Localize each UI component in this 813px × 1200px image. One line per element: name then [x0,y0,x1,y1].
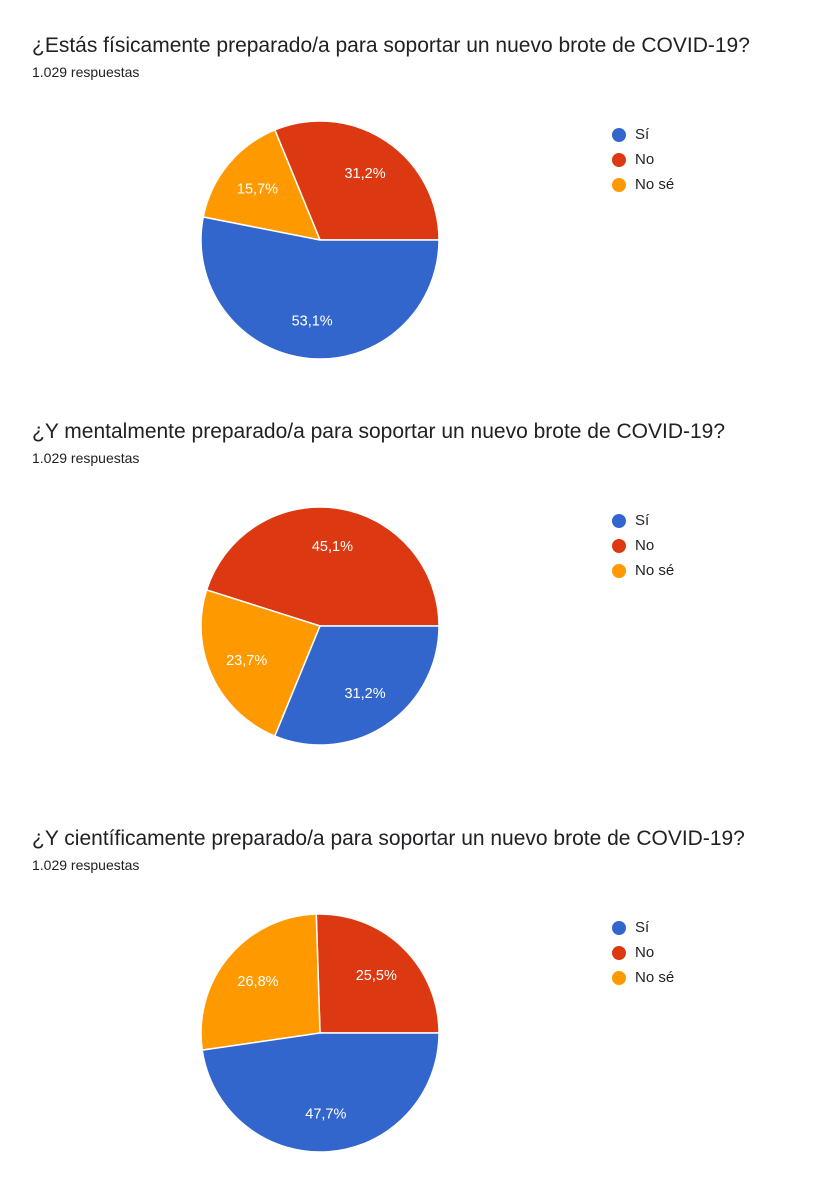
pie-chart: 31,2% 15,7% 53,1% [200,120,440,360]
legend-dot-icon [612,970,626,985]
legend-dot-icon [612,513,626,528]
legend-item-si[interactable]: Sí [612,122,674,147]
legend-dot-icon [612,945,626,960]
slice-label-si: 31,2% [344,686,385,702]
legend-item-no[interactable]: No [612,940,674,965]
chart-title: ¿Y científicamente preparado/a para sopo… [32,827,745,850]
legend-dot-icon [612,563,626,578]
chart-physical: ¿Estás físicamente preparado/a para sopo… [0,0,813,400]
slice-label-no-se: 26,8% [237,974,278,990]
response-count: 1.029 respuestas [32,64,140,80]
legend-item-no[interactable]: No [612,533,674,558]
legend-item-no-se[interactable]: No sé [612,965,674,990]
legend-dot-icon [612,920,626,935]
legend-label: No [635,537,655,554]
legend: Sí No No sé [612,122,674,197]
pie-chart: 45,1% 23,7% 31,2% [200,506,440,746]
slice-si[interactable] [273,625,440,746]
legend-label: No sé [635,562,675,579]
legend-label: No [635,944,655,961]
response-count: 1.029 respuestas [32,857,140,873]
chart-mental: ¿Y mentalmente preparado/a para soportar… [0,386,813,786]
legend-label: No [635,151,655,168]
legend-dot-icon [612,152,626,167]
slice-no[interactable] [205,506,440,627]
slice-label-si: 47,7% [305,1107,346,1123]
chart-title: ¿Y mentalmente preparado/a para soportar… [32,420,726,443]
legend: Sí No No sé [612,508,674,583]
slice-no[interactable] [273,120,440,241]
slice-no[interactable] [315,913,440,1034]
legend-item-si[interactable]: Sí [612,508,674,533]
slice-label-no: 31,2% [344,166,385,182]
legend-label: No sé [635,969,675,986]
response-count: 1.029 respuestas [32,450,140,466]
legend-item-no-se[interactable]: No sé [612,558,674,583]
legend-label: Sí [635,126,650,143]
legend-label: Sí [635,919,650,936]
slice-no-se[interactable] [202,128,322,242]
legend-label: No sé [635,176,675,193]
slice-label-si: 53,1% [292,314,333,330]
slice-si[interactable] [200,216,440,360]
chart-title: ¿Estás físicamente preparado/a para sopo… [32,34,750,57]
chart-scientific: ¿Y científicamente preparado/a para sopo… [0,793,813,1193]
slice-label-no: 25,5% [356,968,397,984]
slice-si[interactable] [201,1032,440,1153]
legend-dot-icon [612,127,626,142]
legend-item-no-se[interactable]: No sé [612,172,674,197]
slice-no-se[interactable] [200,913,321,1051]
legend-dot-icon [612,538,626,553]
legend-item-si[interactable]: Sí [612,915,674,940]
slice-label-no-se: 23,7% [226,653,267,669]
slice-no-se[interactable] [200,588,322,738]
slice-label-no: 45,1% [312,539,353,555]
slice-label-no-se: 15,7% [237,182,278,198]
pie-chart: 25,5% 26,8% 47,7% [200,913,440,1153]
legend-item-no[interactable]: No [612,147,674,172]
legend-label: Sí [635,512,650,529]
legend: Sí No No sé [612,915,674,990]
legend-dot-icon [612,177,626,192]
